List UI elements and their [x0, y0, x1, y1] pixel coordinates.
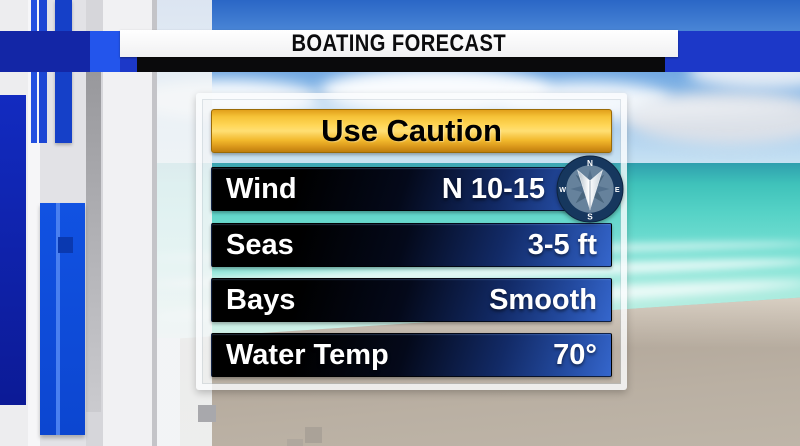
deco-gray-square [198, 405, 216, 422]
compass-rose-icon: N E S W [556, 155, 624, 223]
forecast-row-water-temp: Water Temp 70° [211, 333, 612, 377]
header-band-light-stripe [90, 31, 120, 72]
row-label: Seas [226, 228, 294, 261]
row-label: Water Temp [226, 338, 389, 371]
row-value: 3-5 ft [527, 228, 597, 261]
deco-blue-square [58, 237, 73, 253]
compass-label-south: S [587, 212, 593, 221]
compass-label-north: N [587, 159, 593, 168]
row-label: Wind [226, 172, 297, 205]
deco-gray-square [305, 427, 322, 443]
compass-label-west: W [559, 185, 566, 194]
page-title: BOATING FORECAST [291, 29, 507, 57]
title-bar: BOATING FORECAST [120, 30, 678, 57]
deco-gray-square [287, 439, 303, 446]
forecast-row-seas: Seas 3-5 ft [211, 223, 612, 267]
status-text: Use Caution [321, 113, 502, 148]
row-value: 70° [553, 338, 597, 371]
forecast-row-wind: Wind N 10-15 [211, 167, 612, 211]
row-label: Bays [226, 283, 296, 316]
forecast-row-bays: Bays Smooth [211, 278, 612, 322]
deco-gray-bar [86, 72, 101, 412]
header-band-dark-stripe [0, 31, 90, 72]
header-black-underline [137, 57, 665, 72]
deco-blue-bar-highlight [56, 203, 60, 435]
row-value: N 10-15 [441, 172, 545, 205]
status-banner: Use Caution [211, 109, 612, 153]
compass-label-east: E [615, 185, 620, 194]
row-value: Smooth [489, 283, 597, 316]
deco-navy-block [0, 95, 26, 405]
